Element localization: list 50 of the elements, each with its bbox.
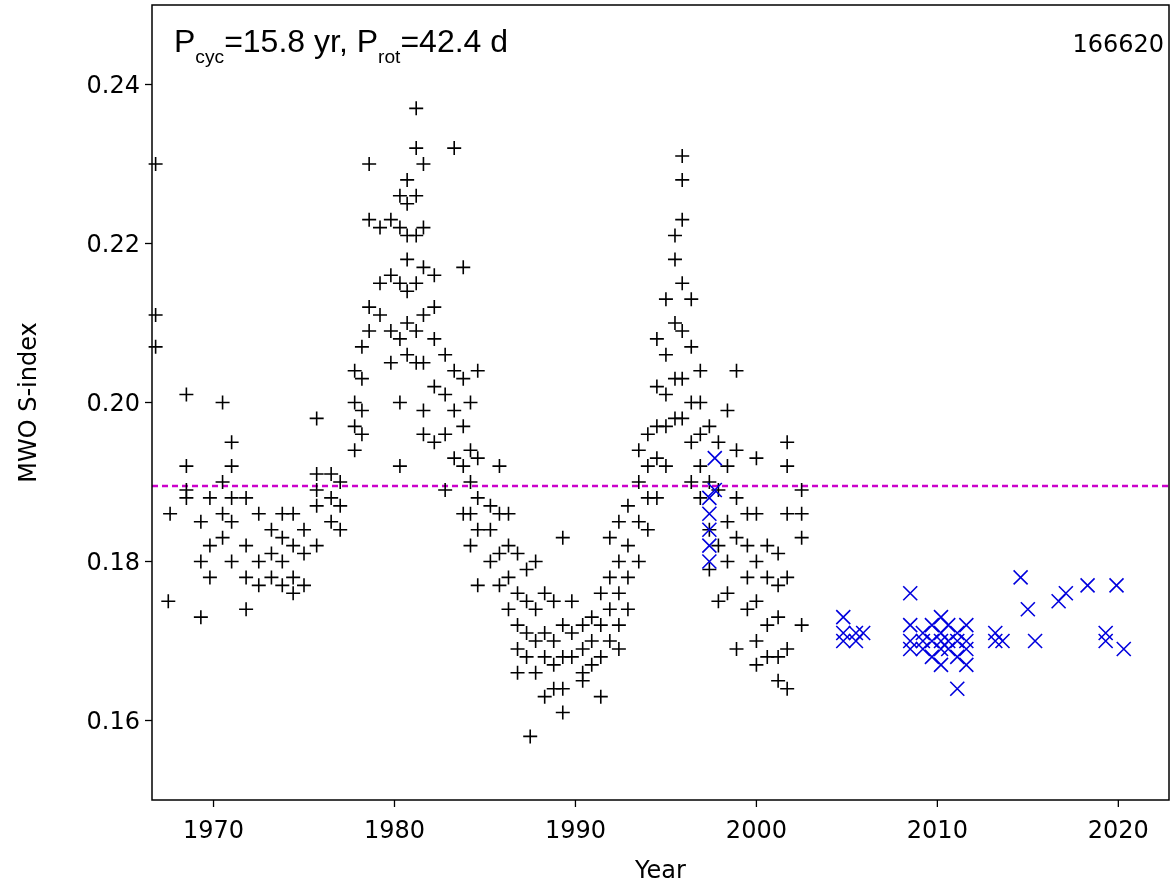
point xyxy=(701,537,718,554)
point xyxy=(835,609,852,625)
y-tick-label: 0.22 xyxy=(86,229,140,258)
annotation: 166620 xyxy=(1072,30,1164,58)
point xyxy=(958,617,975,633)
point xyxy=(701,506,718,522)
point xyxy=(1115,641,1132,657)
point xyxy=(706,482,723,498)
point xyxy=(924,649,940,665)
point xyxy=(958,657,975,673)
point xyxy=(855,625,871,641)
point xyxy=(958,633,975,649)
point xyxy=(994,633,1011,649)
point xyxy=(933,609,949,625)
y-tick-label: 0.16 xyxy=(86,706,140,735)
point xyxy=(1058,585,1074,602)
point xyxy=(915,625,931,641)
point xyxy=(1027,633,1043,649)
point xyxy=(701,553,718,570)
point xyxy=(949,649,966,665)
x-tick-label: 2000 xyxy=(725,816,787,844)
point xyxy=(987,625,1004,641)
x-tick-label: 2020 xyxy=(1087,816,1149,844)
x-tick-label: 2010 xyxy=(906,816,968,844)
point xyxy=(958,641,975,657)
point xyxy=(1108,577,1125,594)
y-tick-label: 0.20 xyxy=(86,388,140,417)
annotation: P$_{cyc}$=15.8 yr, P$_{rot}$=42.4 d xyxy=(174,23,509,67)
point xyxy=(1012,569,1029,586)
point xyxy=(902,617,919,633)
point xyxy=(902,585,919,602)
point xyxy=(987,633,1004,649)
y-tick-label: 0.18 xyxy=(86,547,140,576)
point xyxy=(706,450,723,466)
point xyxy=(933,657,949,673)
point xyxy=(933,641,949,657)
x-tick-label: 1990 xyxy=(544,816,606,844)
y-tick-label: 0.24 xyxy=(86,70,140,99)
point xyxy=(701,490,718,506)
x-tick-label: 1970 xyxy=(182,816,245,844)
point xyxy=(940,641,957,657)
point xyxy=(1097,625,1114,641)
x-axis-title: Year xyxy=(634,856,687,884)
y-axis-title: MWO S-index xyxy=(14,322,42,483)
point xyxy=(1079,577,1096,594)
point xyxy=(949,680,966,697)
point xyxy=(1050,593,1067,610)
point xyxy=(1097,633,1114,649)
point xyxy=(1020,601,1036,617)
x-tick-label: 1980 xyxy=(363,816,426,844)
